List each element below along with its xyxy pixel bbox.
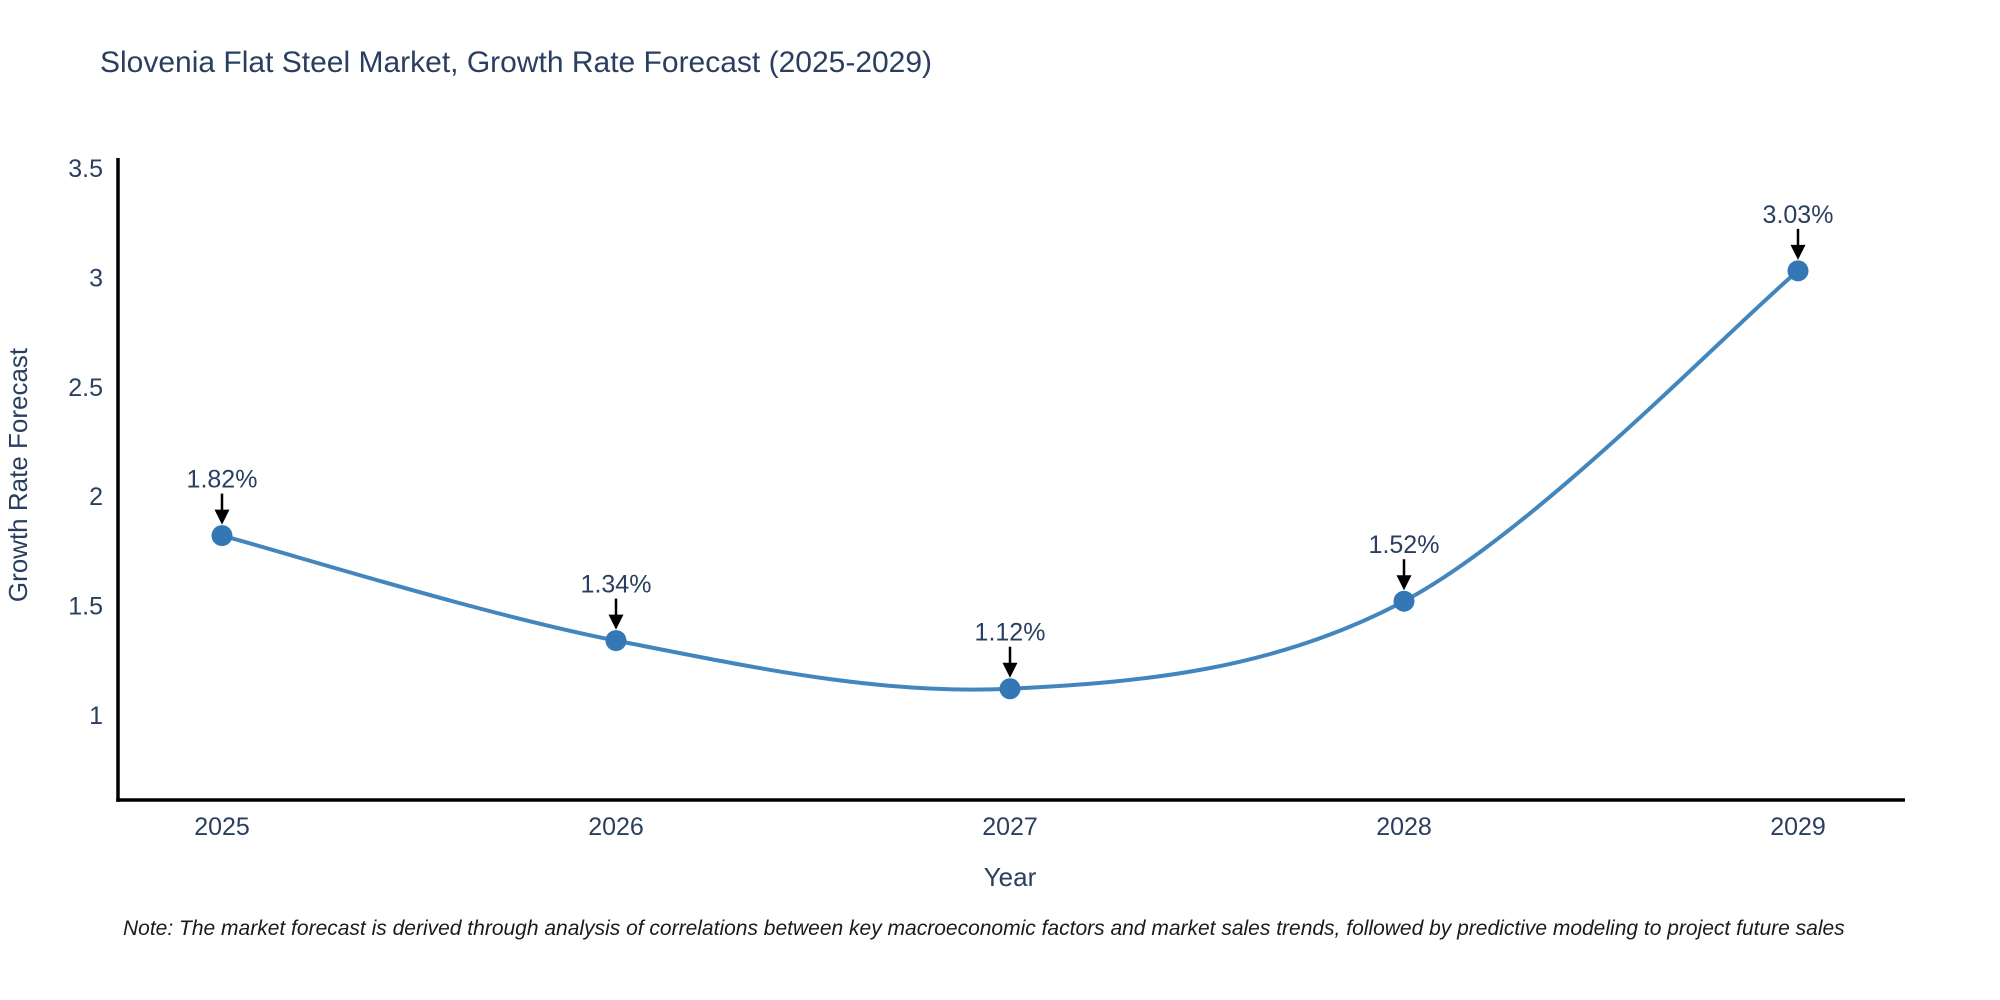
data-point <box>1787 260 1809 282</box>
x-tick-label: 2028 <box>1376 813 1432 841</box>
y-axis-tick-labels: 1 1.5 2 2.5 3 3.5 <box>68 155 103 730</box>
footnote: Note: The market forecast is derived thr… <box>123 917 1845 940</box>
x-axis-title: Year <box>984 862 1037 892</box>
y-tick-label: 3 <box>89 264 103 292</box>
point-value-label: 1.34% <box>581 571 652 599</box>
x-tick-label: 2027 <box>982 813 1038 841</box>
x-tick-label: 2025 <box>194 813 250 841</box>
y-tick-label: 1.5 <box>68 593 103 621</box>
chart-title: Slovenia Flat Steel Market, Growth Rate … <box>100 46 933 79</box>
annotation-arrowhead-icon <box>1396 575 1412 591</box>
annotation-arrowhead-icon <box>214 509 230 525</box>
data-point <box>605 630 627 652</box>
data-point <box>999 678 1021 700</box>
annotation-arrowhead-icon <box>1790 244 1806 260</box>
point-value-label: 1.82% <box>187 466 258 494</box>
y-tick-label: 2 <box>89 483 103 511</box>
x-axis-tick-labels: 2025 2026 2027 2028 2029 <box>194 813 1826 841</box>
y-tick-label: 1 <box>89 702 103 730</box>
y-tick-label: 2.5 <box>68 374 103 402</box>
x-tick-label: 2029 <box>1770 813 1826 841</box>
data-point <box>211 525 233 547</box>
value-annotations: 1.82% 1.34% 1.12% 1.52% 3.03% <box>187 201 1834 678</box>
annotation-arrowhead-icon <box>608 614 624 630</box>
data-point <box>1393 590 1415 612</box>
x-tick-label: 2026 <box>588 813 644 841</box>
data-point-markers <box>211 260 1809 700</box>
annotation-arrowhead-icon <box>1002 662 1018 678</box>
point-value-label: 1.12% <box>975 619 1046 647</box>
point-value-label: 1.52% <box>1369 531 1440 559</box>
point-value-label: 3.03% <box>1763 201 1834 229</box>
y-tick-label: 3.5 <box>68 155 103 183</box>
y-axis-title: Growth Rate Forecast <box>3 347 33 602</box>
